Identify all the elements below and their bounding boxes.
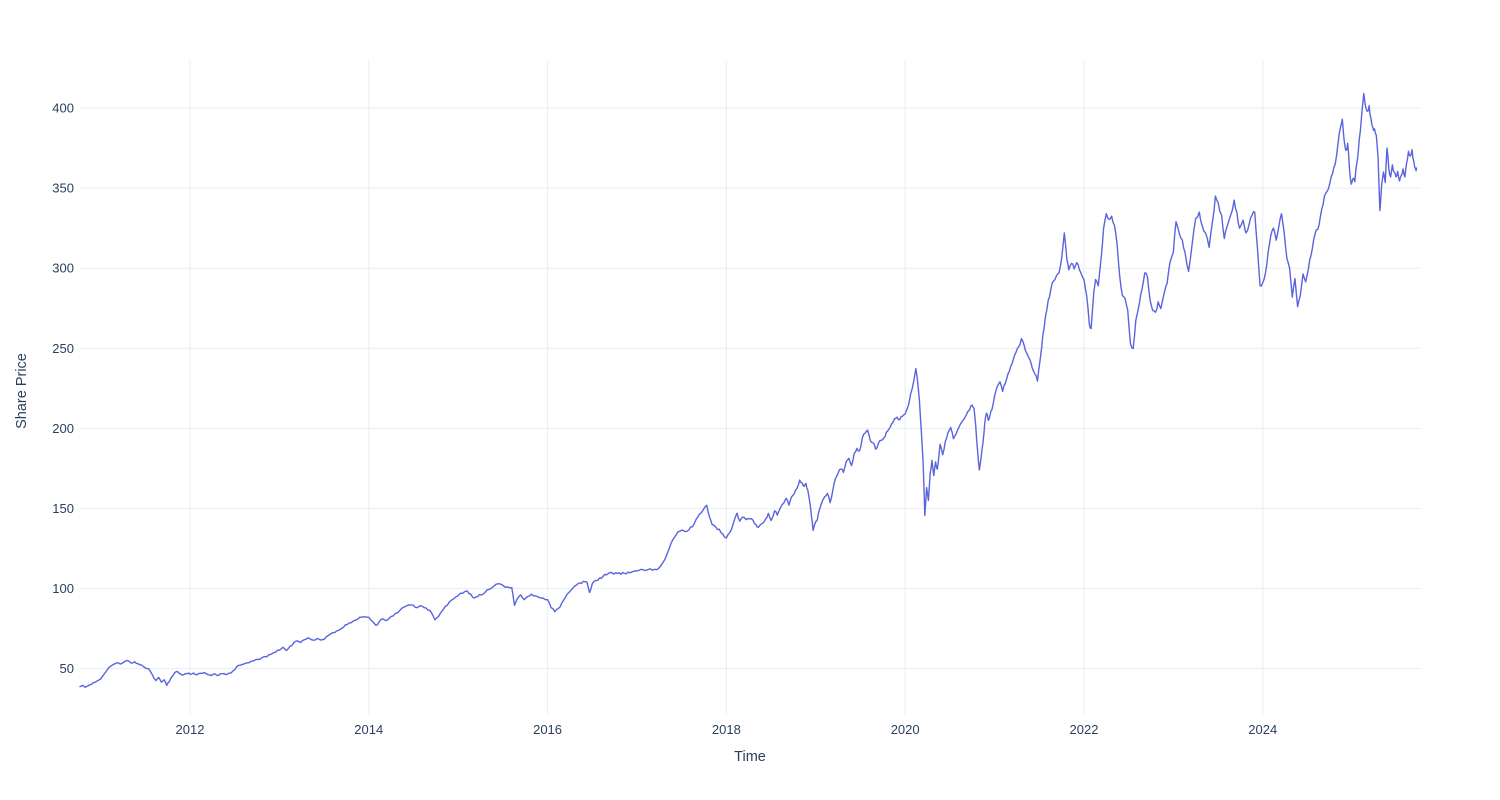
y-tick-label: 250 [52, 341, 74, 356]
y-tick-label: 150 [52, 501, 74, 516]
y-tick-label: 200 [52, 421, 74, 436]
x-tick-label: 2024 [1248, 722, 1277, 737]
y-tick-label: 300 [52, 261, 74, 276]
x-axis-title: Time [734, 749, 766, 765]
y-axis-title: Share Price [14, 353, 30, 429]
y-tick-label: 350 [52, 181, 74, 196]
x-tick-label: 2016 [533, 722, 562, 737]
x-tick-label: 2018 [712, 722, 741, 737]
y-tick-label: 100 [52, 581, 74, 596]
price-line [79, 92, 1418, 688]
axis-tick-labels: 50 100 150 200 250 300 350 400 2012 2014 2016 2018 2… [52, 101, 1277, 737]
price-line-series [79, 92, 1418, 688]
x-tick-label: 2014 [354, 722, 383, 737]
x-tick-label: 2012 [176, 722, 205, 737]
x-tick-label: 2020 [891, 722, 920, 737]
y-tick-label: 400 [52, 101, 74, 116]
y-tick-label: 50 [60, 661, 74, 676]
x-tick-label: 2022 [1070, 722, 1099, 737]
gridlines [80, 60, 1421, 715]
